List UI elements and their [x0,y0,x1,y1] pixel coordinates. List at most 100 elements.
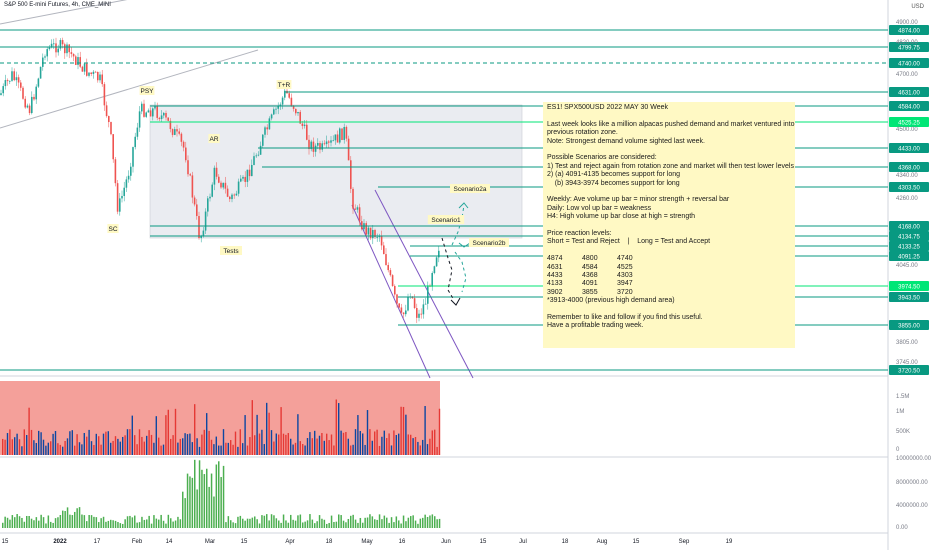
indicator-bar [38,520,40,528]
indicator-bar [323,519,326,528]
volume-bar [194,404,196,455]
level-badge-15 [889,320,929,330]
indicator-bar [18,516,21,528]
note-line: Possible Scenarios are considered: [547,154,657,162]
note-line: Price reaction levels: [547,230,612,238]
x-tick-label: 18 [326,539,333,545]
indicator-bar [402,515,405,528]
level-label-5: 4525.25 [898,121,920,127]
volume-bar [321,433,323,455]
note-line [547,222,791,230]
indicator-bar [138,522,141,528]
annotation-bg [208,134,220,143]
level-label-9: 4168.00 [898,225,920,231]
indicator-bar [112,520,114,528]
level-badge-9 [889,221,929,231]
volume-bar [256,414,258,455]
volume-bar [100,444,102,455]
level-label-13: 3974.50 [898,285,920,291]
annotation-bg [220,246,242,255]
note-line [547,146,791,154]
volume-bar [227,442,229,455]
scenario1-path [441,237,455,301]
indicator-bar [21,517,23,528]
volume-bar [395,435,397,455]
annotation-label: Scenario2b [473,240,506,247]
volume-bar [328,440,330,455]
indicator-bar [124,519,126,528]
annotation-bg [107,224,119,233]
volume-bar [254,435,256,455]
volume-bar [299,441,301,455]
volume-bar [189,433,191,455]
currency-label: USD [911,4,924,10]
note-line: H4: High volume up bar close at high = s… [547,213,696,221]
volume-bar [294,442,297,455]
note-line: Note: Strongest demand volume sighted la… [547,137,705,145]
indicator-bar [213,496,215,528]
indicator-bar [378,514,381,528]
volume-bar [136,444,138,455]
indicator-bar [316,521,318,528]
volume-bar [287,433,289,455]
volume-bar [177,442,179,455]
volume-bar [222,429,225,455]
volume-bar [35,443,37,455]
indicator-bar [338,514,340,528]
volume-bar [345,431,347,455]
volume-bar [6,433,9,455]
indicator-bar [266,514,268,528]
volume-bar [383,430,385,455]
volume-bar [114,436,117,455]
annotation-label: Scenario2a [454,186,487,193]
volume-bar [71,430,73,455]
annotation-bg [469,238,509,247]
indicator-bar [203,474,206,528]
volume-bar [47,442,49,455]
x-tick-label: May [361,539,372,545]
indicator-bar [66,507,69,528]
volume-bar [402,406,405,455]
volume-bar [390,445,393,455]
x-tick-label: Jun [441,539,451,545]
indicator-bar [280,522,282,528]
indicator-bar [227,516,230,528]
indicator-bar [237,516,239,528]
volume-bar [266,402,268,455]
volume-bar [359,430,361,455]
indicator-bar [189,476,191,528]
volume-bar [18,439,21,455]
x-tick-label: 15 [2,539,9,545]
note-line: 3902 3855 3720 [547,288,633,296]
volume-bar [426,444,429,455]
volume-bar [57,443,59,455]
price-tick-label: 4820.00 [896,40,918,46]
indicator-bar [407,517,410,528]
scenario2b-arrow [458,242,471,248]
volume-bar [158,437,160,455]
indicator-bar [45,523,47,528]
volume-bar [66,438,69,455]
indicator-bar [14,517,16,528]
volume-bar [306,438,309,455]
volume-bar [93,444,95,455]
volume-bar [74,445,76,455]
indicator-bar [350,515,352,528]
volume-bar [42,439,45,455]
x-tick-label: 18 [562,539,569,545]
volume-bar [215,436,217,455]
level-label-1: 4799.75 [898,46,920,52]
volume-bar [220,445,222,455]
indicator-bar [390,517,393,528]
volume-bar [230,440,232,455]
indicator-bar [206,468,208,528]
note-line: 4433 4368 4303 [547,272,633,280]
note-line: previous rotation zone. [547,129,618,137]
indicator-bar [309,514,311,528]
indicator-bar [294,520,297,528]
volume-bar [172,435,174,455]
indicator-bar [162,520,165,528]
indicator-bar [210,473,213,528]
volume-bar [242,443,244,455]
